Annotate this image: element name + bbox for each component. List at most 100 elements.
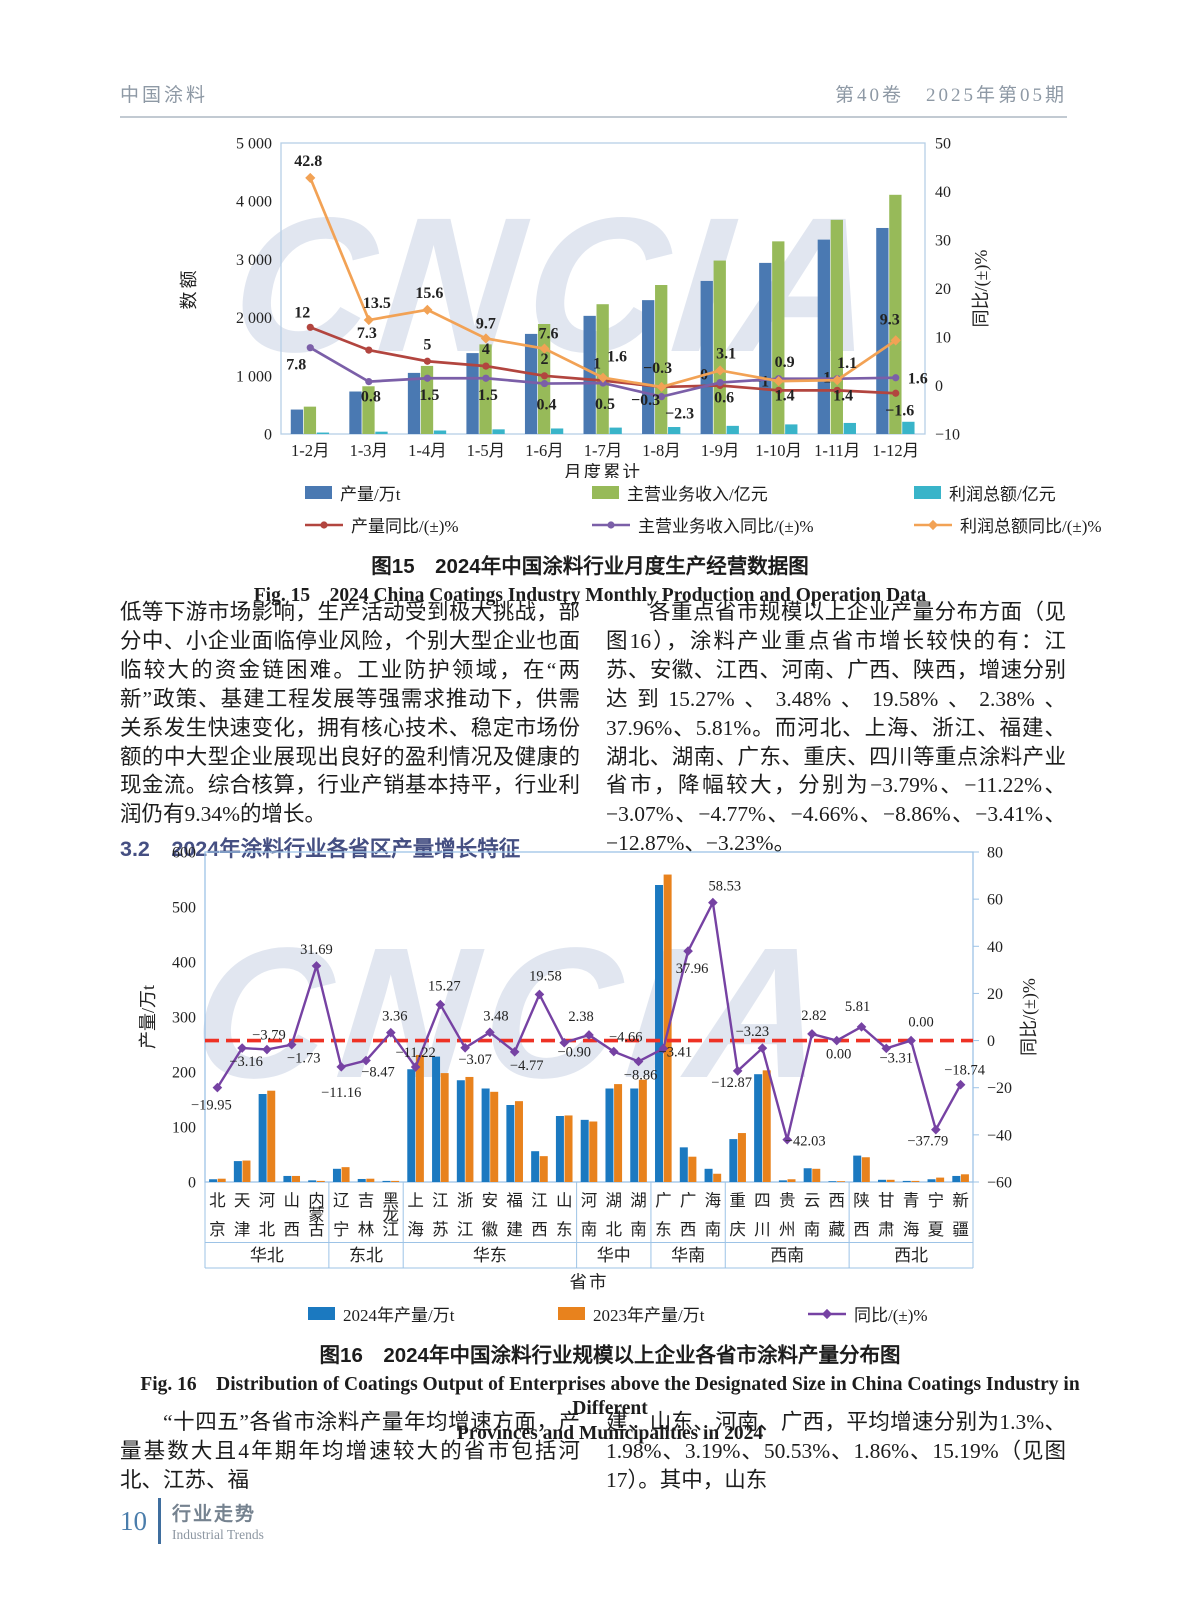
province-label: 夏	[928, 1220, 945, 1239]
data-label: −0.3	[631, 392, 660, 409]
province-label: 内	[308, 1191, 325, 1210]
bar-2024年产量/万t	[729, 1139, 738, 1182]
legend-label: 主营业务收入/亿元	[627, 485, 768, 504]
figure-16-caption-cn: 图16 2024年中国涂料行业规模以上企业各省市涂料产量分布图	[319, 1344, 901, 1367]
data-label: 5.81	[845, 999, 870, 1015]
province-label: 湖	[630, 1191, 647, 1210]
bar-2024年产量/万t	[555, 1116, 564, 1182]
line-marker	[821, 1308, 833, 1319]
bar-产量/万t	[642, 300, 655, 434]
legend-item: 同比/(±)%	[808, 1301, 1058, 1326]
line-marker	[892, 389, 900, 397]
bar-2024年产量/万t	[407, 1069, 416, 1182]
line-marker	[931, 1124, 941, 1135]
province-label: 青	[903, 1191, 920, 1210]
figure-16: CNCIA 600 500 400 300 200 100 0 80 60 40 20 0 −20 −40…	[130, 835, 1090, 1446]
legend-swatch-icon	[305, 486, 332, 499]
bar-2023年产量/万t	[936, 1177, 945, 1182]
figure-15-legend: 产量/万t 主营业务收入/亿元 利润总额/亿元 产量同比/(±)% 主营业务收入同比/(…	[165, 480, 1102, 537]
line-marker	[608, 1046, 619, 1057]
bar-产量/万t	[290, 409, 304, 434]
province-label: 津	[234, 1220, 251, 1239]
line-marker	[559, 1037, 570, 1048]
legend-label: 2024年产量/万t	[343, 1306, 455, 1325]
bar-利润总额/亿元	[902, 421, 915, 434]
line-marker	[683, 946, 693, 956]
data-label: −1.6	[885, 402, 914, 419]
y-right-tick: −40	[987, 1127, 1012, 1144]
province-label: 藏	[828, 1220, 845, 1239]
data-label: −42.03	[785, 1134, 826, 1150]
bar-2023年产量/万t	[886, 1179, 895, 1182]
legend-line-icon	[808, 1308, 846, 1319]
province-label: 苏	[432, 1220, 449, 1239]
data-label: 2.82	[801, 1008, 826, 1024]
bar-2024年产量/万t	[481, 1088, 490, 1182]
province-label: 吉	[358, 1191, 375, 1210]
bar-产量/万t	[876, 227, 889, 434]
legend-swatch-icon	[592, 486, 619, 499]
province-label: 海	[705, 1191, 722, 1210]
data-label: −11.16	[321, 1085, 361, 1101]
line-marker	[435, 999, 446, 1010]
body-text-columns: 低等下游市场影响，生产活动受到极大挑战，部分中、小企业面临停业风险，个别大型企业…	[120, 598, 1067, 864]
bar-2023年产量/万t	[737, 1133, 746, 1182]
province-label: 云	[804, 1191, 821, 1210]
legend-line-icon	[592, 520, 630, 529]
province-label: 西	[283, 1220, 300, 1239]
right-column: 各重点省市规模以上企业产量分布方面（见图16），涂料产业重点省市增长较快的有：江…	[606, 598, 1066, 864]
data-label: −3.79	[252, 1028, 286, 1044]
y-left-axis-title: 数额	[179, 268, 199, 310]
data-label: −0.3	[643, 360, 672, 377]
x-tick: 1-6月	[525, 441, 564, 460]
bar-2024年产量/万t	[853, 1155, 862, 1182]
data-label: 7.6	[538, 326, 558, 343]
bar-2023年产量/万t	[564, 1115, 573, 1182]
line-marker	[422, 304, 433, 315]
line-marker	[716, 378, 724, 387]
x-axis-title: 月度累计	[564, 462, 642, 478]
data-label: 1.4	[833, 388, 853, 405]
y-left-axis-title: 产量/万t	[138, 985, 158, 1049]
data-label: 1.1	[837, 355, 857, 372]
legend-item: 利润总额/亿元	[914, 480, 1102, 505]
line-marker	[607, 520, 615, 529]
left-column: 低等下游市场影响，生产活动受到极大挑战，部分中、小企业面临停业风险，个别大型企业…	[120, 598, 580, 864]
line-marker	[361, 1055, 371, 1066]
legend-label: 利润总额/亿元	[949, 485, 1056, 504]
paragraph-bottom-left: “十四五”各省市涂料产量年均增速方面，产量基数大且4年期年均增速较大的省市包括河…	[120, 1410, 580, 1492]
province-label: 山	[283, 1191, 300, 1210]
right-column: 建、山东、河南、广西，平均增速分别为1.3%、1.98%、3.19%、50.53…	[606, 1408, 1066, 1495]
y-left-tick: 500	[172, 900, 196, 917]
y-right-tick: 20	[987, 986, 1003, 1003]
province-label: 四	[754, 1191, 771, 1210]
legend-line-icon	[914, 519, 952, 530]
data-label: 7.8	[286, 357, 306, 374]
province-label: 京	[209, 1220, 226, 1239]
figure-16-legend: 2024年产量/万t 2023年产量/万t 同比/(±)%	[130, 1301, 1090, 1326]
legend-label: 利润总额同比/(±)%	[960, 517, 1102, 536]
y-right-tick: 30	[935, 233, 951, 250]
data-label: 3.1	[716, 345, 736, 362]
x-tick: 1-12月	[872, 441, 919, 460]
data-label: −3.31	[880, 1050, 914, 1066]
y-left-tick: 400	[172, 955, 196, 972]
bar-利润总额/亿元	[726, 425, 739, 434]
data-label: −4.77	[510, 1058, 544, 1074]
y-right-tick: −20	[987, 1080, 1012, 1097]
bar-产量/万t	[349, 391, 362, 434]
province-label: 东	[556, 1220, 573, 1239]
legend-swatch-icon	[558, 1307, 585, 1320]
y-left-tick: 0	[264, 427, 272, 444]
province-label: 江	[457, 1220, 474, 1239]
bar-2024年产量/万t	[630, 1088, 639, 1182]
data-label: 1.6	[607, 349, 627, 366]
province-label: 川	[754, 1220, 771, 1239]
y-right-tick: 80	[987, 845, 1003, 862]
bar-2024年产量/万t	[679, 1147, 688, 1182]
bar-2024年产量/万t	[209, 1179, 218, 1182]
bar-2024年产量/万t	[580, 1119, 589, 1182]
line-marker	[927, 519, 939, 530]
bar-利润总额/亿元	[375, 431, 388, 434]
bar-2024年产量/万t	[828, 1181, 837, 1182]
